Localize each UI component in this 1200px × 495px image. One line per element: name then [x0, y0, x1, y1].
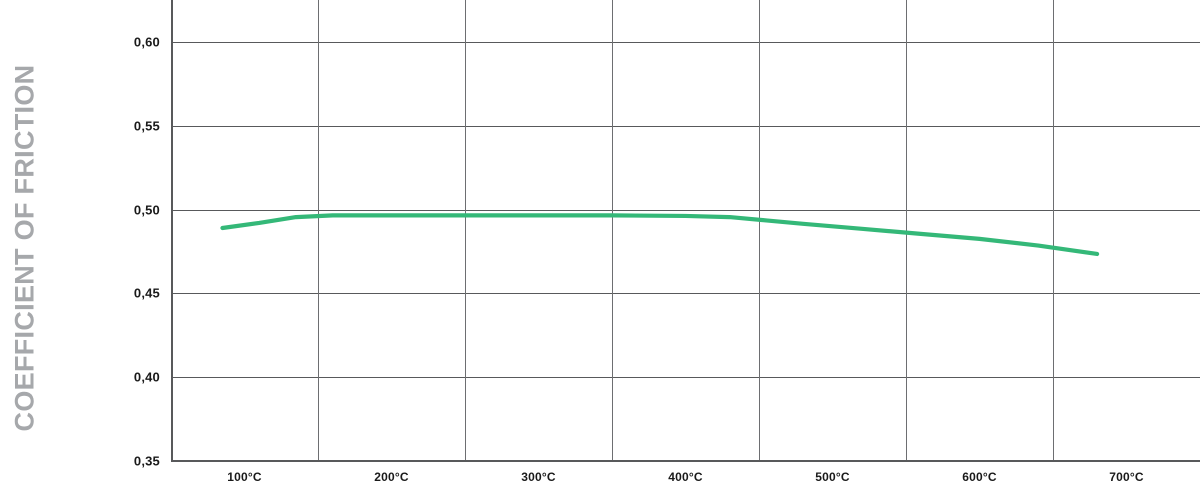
gridline-vertical: [759, 0, 760, 461]
y-axis-title: COEFFICIENT OF FRICTION: [0, 0, 50, 495]
gridline-horizontal: [171, 209, 1200, 211]
x-axis-tick-label: 300°C: [521, 470, 556, 484]
x-axis-tick-label: 100°C: [227, 470, 262, 484]
y-axis-line: [171, 0, 173, 462]
y-axis-tick-label: 0,40: [133, 369, 160, 385]
plot-area: [171, 0, 1200, 462]
x-axis-tick-label: 400°C: [668, 470, 703, 484]
gridline-horizontal: [171, 293, 1200, 295]
gridline-vertical: [906, 0, 907, 461]
x-axis-line: [171, 460, 1200, 462]
y-axis-tick-label: 0,35: [133, 453, 160, 469]
x-axis-tick-label: 600°C: [962, 470, 997, 484]
gridline-horizontal: [171, 41, 1200, 43]
y-axis-title-text: COEFFICIENT OF FRICTION: [9, 64, 40, 431]
x-axis-tick-label: 500°C: [815, 470, 850, 484]
gridline-horizontal: [171, 125, 1200, 127]
y-axis-tick-label: 0,45: [133, 285, 160, 301]
x-axis-tick-labels: 100°C 200°C 300°C 400°C 500°C 600°C 700°C: [0, 470, 1200, 495]
gridline-horizontal: [171, 377, 1200, 379]
y-axis-tick-label: 0,55: [133, 118, 160, 134]
y-axis-tick-labels: 0,60 0,55 0,50 0,45 0,40 0,35: [100, 0, 160, 495]
gridline-vertical: [612, 0, 613, 461]
gridline-vertical: [1053, 0, 1054, 461]
gridline-vertical: [465, 0, 466, 461]
y-axis-tick-label: 0,50: [133, 202, 160, 218]
y-axis-tick-label: 0,60: [133, 34, 160, 50]
gridline-vertical: [318, 0, 319, 461]
x-axis-tick-label: 200°C: [374, 470, 409, 484]
x-axis-tick-label: 700°C: [1109, 470, 1144, 484]
